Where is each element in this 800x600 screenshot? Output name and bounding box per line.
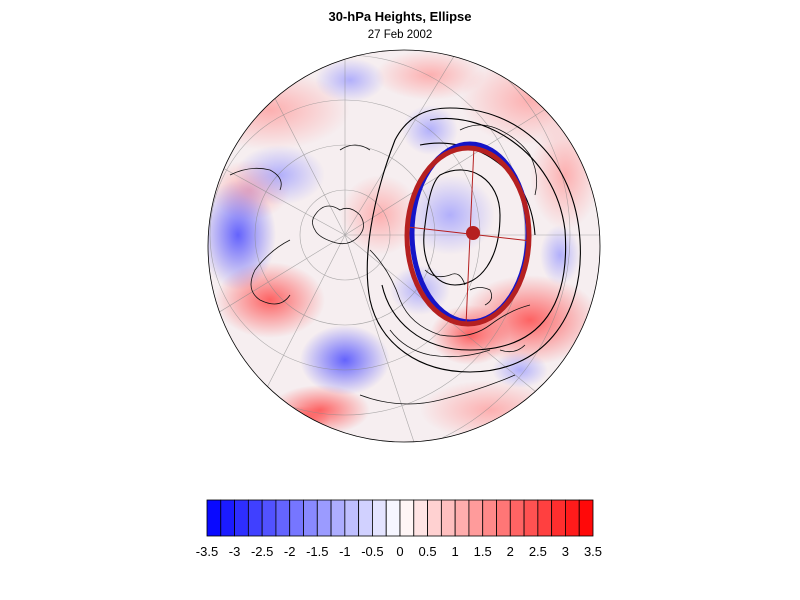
colorbar-tick-label: -2	[284, 544, 296, 559]
map-date: 27 Feb 2002	[367, 29, 433, 41]
colorbar-bin	[523, 499, 539, 537]
map-title: 30-hPa Heights, Ellipse	[328, 9, 472, 24]
colorbar-bin	[220, 499, 235, 537]
colorbar-bin	[372, 499, 387, 537]
colorbar-bin	[454, 499, 470, 537]
colorbar-bin	[551, 499, 566, 537]
colorbar-bin	[509, 499, 525, 537]
colorbar-tick-label: -0.5	[361, 544, 383, 559]
coastlines	[229, 124, 538, 405]
colorbar-tick-label: 2	[507, 544, 514, 559]
colorbar-bin	[427, 499, 442, 537]
colorbar-bin	[358, 499, 373, 537]
colorbar-bin	[234, 499, 249, 537]
colorbar-tick-label: 1.5	[474, 544, 492, 559]
colorbar-bin	[537, 499, 553, 537]
colorbar-tick-label: 0	[396, 544, 403, 559]
colorbar-tick-label: 0.5	[419, 544, 437, 559]
colorbar-bin	[565, 499, 580, 537]
height-contours	[366, 107, 581, 373]
colorbar-bin	[330, 499, 346, 537]
colorbar-tick-label: 3	[562, 544, 569, 559]
colorbar-bin	[385, 499, 401, 537]
ellipse-outline-red	[404, 145, 532, 327]
colorbar-bin	[303, 499, 318, 537]
colorbar-bin	[247, 499, 263, 537]
colorbar-tick-label: 3.5	[584, 544, 602, 559]
ellipse-centroid	[466, 226, 480, 240]
colorbar-bin	[496, 499, 511, 537]
colorbar-bin	[344, 499, 360, 537]
colorbar-tick-label: -1	[339, 544, 351, 559]
colorbar-tick-label: -3	[229, 544, 241, 559]
colorbar-bin	[399, 499, 415, 537]
colorbar-bin	[468, 499, 484, 537]
colorbar-bin	[275, 499, 291, 537]
colorbar-bin	[289, 499, 304, 537]
colorbar-tick-label: 1	[452, 544, 459, 559]
colorbar-tick-label: 2.5	[529, 544, 547, 559]
vortex-ellipse	[404, 141, 532, 327]
colorbar-bin	[316, 499, 332, 537]
globe-outline	[207, 49, 601, 443]
colorbar-bin	[206, 499, 222, 537]
colorbar-tick-label: -3.5	[196, 544, 218, 559]
colorbar-bin	[413, 499, 428, 537]
colorbar-tick-label: -2.5	[251, 544, 273, 559]
colorbar-bin	[482, 499, 497, 537]
colorbar-bin	[261, 499, 277, 537]
colorbar-tick-label: -1.5	[306, 544, 328, 559]
colorbar-bin	[578, 499, 594, 537]
colorbar-bin	[440, 499, 456, 537]
